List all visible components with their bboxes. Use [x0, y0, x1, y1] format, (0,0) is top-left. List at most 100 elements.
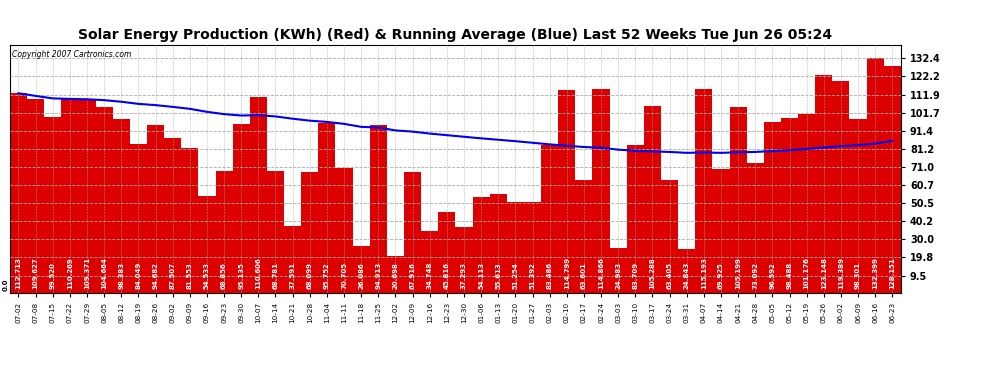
- Bar: [507, 202, 524, 292]
- Text: 24.983: 24.983: [615, 262, 621, 289]
- Bar: [798, 114, 815, 292]
- Bar: [713, 169, 730, 292]
- Text: 20.698: 20.698: [392, 262, 398, 289]
- Bar: [45, 117, 61, 292]
- Text: 114.799: 114.799: [563, 257, 570, 289]
- Bar: [542, 145, 558, 292]
- Bar: [249, 97, 267, 292]
- Bar: [455, 226, 472, 292]
- Text: 54.533: 54.533: [204, 262, 210, 289]
- Text: 84.049: 84.049: [136, 262, 142, 289]
- Text: 83.709: 83.709: [633, 262, 639, 289]
- Bar: [849, 119, 866, 292]
- Bar: [267, 171, 284, 292]
- Bar: [884, 66, 901, 292]
- Text: 94.913: 94.913: [375, 262, 381, 289]
- Text: 45.816: 45.816: [444, 262, 449, 289]
- Text: 114.866: 114.866: [598, 257, 604, 289]
- Text: 63.405: 63.405: [666, 262, 672, 289]
- Bar: [610, 248, 627, 292]
- Text: Copyright 2007 Cartronics.com: Copyright 2007 Cartronics.com: [12, 50, 131, 59]
- Bar: [387, 256, 404, 292]
- Text: 0.0: 0.0: [3, 278, 9, 291]
- Bar: [404, 172, 421, 292]
- Bar: [866, 58, 884, 292]
- Bar: [96, 108, 113, 292]
- Text: 68.099: 68.099: [307, 262, 313, 289]
- Bar: [198, 196, 216, 292]
- Text: 24.843: 24.843: [684, 262, 690, 289]
- Bar: [369, 125, 387, 292]
- Text: 51.392: 51.392: [530, 262, 536, 289]
- Text: 99.520: 99.520: [50, 262, 55, 289]
- Bar: [472, 197, 490, 292]
- Bar: [833, 81, 849, 292]
- Text: 34.748: 34.748: [427, 262, 433, 289]
- Bar: [439, 211, 455, 292]
- Bar: [319, 123, 336, 292]
- Text: 26.086: 26.086: [358, 262, 364, 289]
- Bar: [352, 246, 369, 292]
- Bar: [61, 98, 78, 292]
- Bar: [78, 99, 96, 292]
- Text: 69.925: 69.925: [718, 262, 724, 289]
- Bar: [490, 194, 507, 292]
- Text: 63.601: 63.601: [581, 262, 587, 289]
- Text: 68.856: 68.856: [221, 262, 227, 289]
- Text: 105.199: 105.199: [736, 257, 742, 289]
- Bar: [781, 118, 798, 292]
- Bar: [130, 144, 147, 292]
- Text: 110.606: 110.606: [255, 257, 261, 289]
- Text: 83.486: 83.486: [546, 262, 552, 289]
- Bar: [661, 180, 678, 292]
- Text: 104.664: 104.664: [101, 257, 107, 289]
- Bar: [164, 138, 181, 292]
- Text: 94.682: 94.682: [152, 262, 158, 289]
- Text: 101.176: 101.176: [804, 257, 810, 289]
- Bar: [336, 168, 352, 292]
- Text: 37.591: 37.591: [290, 262, 296, 289]
- Text: 67.916: 67.916: [410, 262, 416, 289]
- Text: 96.592: 96.592: [769, 262, 775, 289]
- Text: 128.151: 128.151: [889, 257, 895, 289]
- Title: Solar Energy Production (KWh) (Red) & Running Average (Blue) Last 52 Weeks Tue J: Solar Energy Production (KWh) (Red) & Ru…: [78, 28, 833, 42]
- Bar: [284, 226, 301, 292]
- Text: 105.288: 105.288: [649, 257, 655, 289]
- Bar: [678, 249, 695, 292]
- Text: 112.713: 112.713: [16, 257, 22, 289]
- Text: 109.371: 109.371: [84, 257, 90, 289]
- Text: 70.705: 70.705: [341, 262, 347, 289]
- Text: 51.254: 51.254: [513, 262, 519, 289]
- Text: 87.507: 87.507: [169, 262, 175, 289]
- Text: 115.193: 115.193: [701, 257, 707, 289]
- Bar: [592, 89, 610, 292]
- Bar: [147, 125, 164, 292]
- Bar: [764, 122, 781, 292]
- Bar: [233, 124, 249, 292]
- Bar: [216, 171, 233, 292]
- Bar: [27, 99, 45, 292]
- Text: 109.627: 109.627: [33, 257, 39, 289]
- Text: 132.399: 132.399: [872, 257, 878, 289]
- Bar: [730, 106, 746, 292]
- Text: 68.781: 68.781: [272, 262, 278, 289]
- Text: 98.488: 98.488: [786, 262, 793, 289]
- Bar: [575, 180, 592, 292]
- Bar: [558, 90, 575, 292]
- Bar: [301, 172, 319, 292]
- Bar: [421, 231, 439, 292]
- Bar: [815, 75, 833, 292]
- Text: 54.113: 54.113: [478, 262, 484, 289]
- Bar: [181, 148, 198, 292]
- Bar: [746, 163, 764, 292]
- Bar: [695, 89, 713, 292]
- Text: 37.293: 37.293: [461, 262, 467, 289]
- Text: 123.148: 123.148: [821, 257, 827, 289]
- Text: 110.269: 110.269: [67, 257, 73, 289]
- Bar: [627, 144, 644, 292]
- Text: 119.389: 119.389: [838, 257, 843, 289]
- Text: 55.613: 55.613: [495, 262, 501, 289]
- Bar: [644, 106, 661, 292]
- Bar: [113, 118, 130, 292]
- Text: 98.383: 98.383: [118, 262, 125, 289]
